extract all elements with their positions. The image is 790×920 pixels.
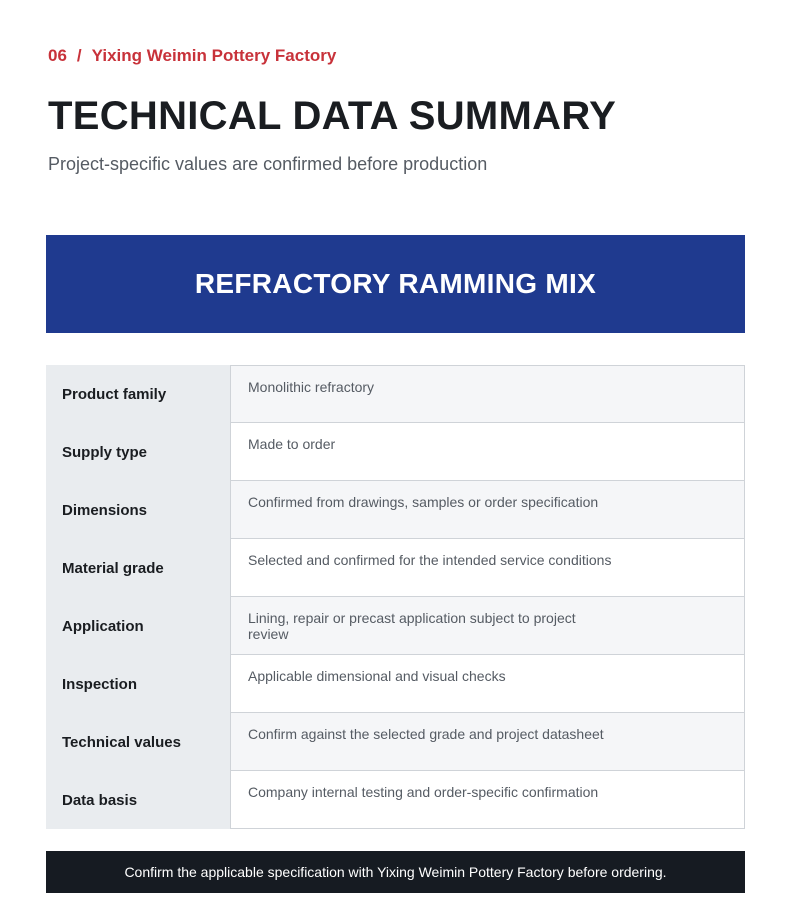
table-row: Technical values Confirm against the sele… [46,713,745,771]
row-label: Application [46,597,230,655]
table-row: Product family Monolithic refractory [46,365,745,423]
row-value: Monolithic refractory [248,379,375,395]
row-value: Applicable dimensional and visual checks [248,668,506,684]
row-label: Technical values [46,713,230,771]
row-value-cell: Selected and confirmed for the intended … [230,539,745,597]
row-value: Confirmed from drawings, samples or orde… [248,494,599,510]
company: Yixing Weimin Pottery Factory [91,46,337,65]
row-value: Company internal testing and order-speci… [248,784,599,800]
row-value-cell: Lining, repair or precast application su… [230,597,745,655]
table-row: Supply type Made to order [46,423,745,481]
row-label: Inspection [46,655,230,713]
footer: Confirm the applicable specification wit… [46,851,745,893]
table-row: Application Lining, repair or precast app… [46,597,745,655]
row-value: Lining, repair or precast application su… [248,610,576,642]
separator: / [76,46,82,65]
row-value-cell: Monolithic refractory [230,365,745,423]
eyebrow: 06 / Yixing Weimin Pottery Factory [48,46,346,66]
row-value: Selected and confirmed for the intended … [248,552,612,568]
row-value: Made to order [248,436,336,452]
row-label: Material grade [46,539,230,597]
row-label: Data basis [46,771,230,829]
row-value-cell: Applicable dimensional and visual checks [230,655,745,713]
subtitle: Project-specific values are confirmed be… [48,154,488,174]
table-row: Inspection Applicable dimensional and vis… [46,655,745,713]
row-value-cell: Made to order [230,423,745,481]
row-label: Product family [46,365,230,423]
title: TECHNICAL DATA SUMMARY [48,94,617,138]
section-number: 06 [48,46,67,65]
data-table: Product family Monolithic refractory Suppl… [46,365,745,829]
banner: REFRACTORY RAMMING MIX [46,235,745,333]
row-label: Supply type [46,423,230,481]
row-value-cell: Confirmed from drawings, samples or orde… [230,481,745,539]
table-row: Material grade Selected and confirmed for… [46,539,745,597]
row-label: Dimensions [46,481,230,539]
row-value-cell: Confirm against the selected grade and p… [230,713,745,771]
row-value: Confirm against the selected grade and p… [248,726,604,742]
table-row: Dimensions Confirmed from drawings, sampl… [46,481,745,539]
table-row: Data basis Company internal testing and o… [46,771,745,829]
row-value-cell: Company internal testing and order-speci… [230,771,745,829]
